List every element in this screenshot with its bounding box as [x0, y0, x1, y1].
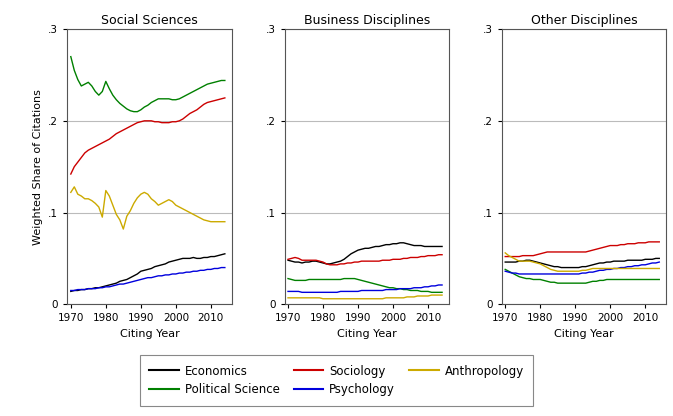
Title: Other Disciplines: Other Disciplines [531, 14, 637, 27]
X-axis label: Citing Year: Citing Year [120, 329, 180, 339]
Title: Business Disciplines: Business Disciplines [304, 14, 430, 27]
Title: Social Sciences: Social Sciences [101, 14, 198, 27]
Y-axis label: Weighted Share of Citations: Weighted Share of Citations [33, 89, 42, 245]
X-axis label: Citing Year: Citing Year [554, 329, 614, 339]
X-axis label: Citing Year: Citing Year [337, 329, 396, 339]
Legend: Economics, Political Science, Sociology, Psychology, Anthropology: Economics, Political Science, Sociology,… [140, 355, 533, 406]
